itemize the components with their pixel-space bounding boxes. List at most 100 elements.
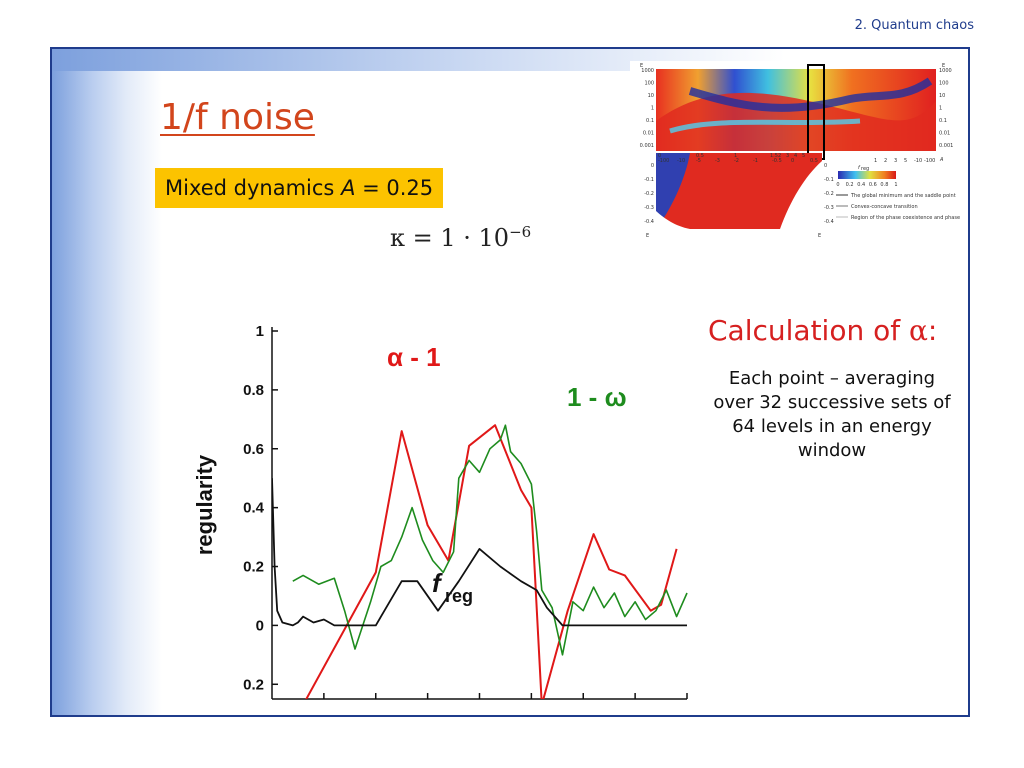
phase-y-tick: 0.001 [640,143,654,149]
phase-colorbar [838,171,896,179]
phase-colorbar-ticks: 0 0.2 0.4 0.6 0.8 1 [836,182,897,188]
phase-legend: The global minimum and the saddle point C… [836,193,960,221]
series-omega-line [292,424,688,656]
phase-y-tick-right: 0.01 [939,131,950,137]
y-tick-label: 0.6 [243,441,264,458]
phase-colorbar-label: f [858,165,861,171]
phase-x-tick-right: 3 [786,153,789,159]
phase-y-tick-right: 1 [939,106,942,112]
phase-a-tick: -100 [658,158,669,164]
phase-y-tick-right: 1000 [939,68,952,74]
phase-a-tick-right: -10 [914,158,922,164]
highlight-box: Mixed dynamics A = 0.25 [155,168,444,208]
kappa-main: κ = 1 · 10 [390,224,510,252]
phase-lower-tick-right: -0.4 [824,219,834,225]
phase-y-tick: 1 [651,106,654,112]
phase-lower-tick-right: -0.3 [824,205,834,211]
calculation-title-prefix: Calculation of [708,314,909,347]
phase-a-ticks-right: 1 2 3 5 -10 -100 [874,158,935,164]
phase-y-tick: 10 [648,93,654,99]
series-label-freg-sub: reg [445,586,473,606]
phase-y-ticks-right: 1000 100 10 1 0.1 0.01 0.001 [939,68,953,149]
phase-lower-axis-label-right: E [818,233,821,239]
series-label-alpha: α - 1 [387,342,441,372]
series-alpha-line [305,424,678,699]
phase-x-tick: 0.5 [696,153,704,159]
phase-legend-entry: Convex-concave transition [851,204,918,210]
y-axis-label: regularity [192,454,217,555]
phase-a-tick: -0.5 [772,158,782,164]
y-tick-label: 0.2 [243,676,264,693]
y-tick-label: 1 [256,323,264,340]
phase-x-tick-right: 5 [802,153,805,159]
series-label-omega: 1 - ω [567,382,627,412]
phase-lower-y-ticks: 0 0 -0.1 -0.1 -0.2 -0.2 -0.3 -0.3 -0.4 -0.4 [644,163,834,225]
regularity-chart: 10.80.60.40.200.20.10.20.30.40.50.60.70.… [192,323,688,700]
phase-y-tick: 1000 [641,68,654,74]
phase-colorbar-tick: 0.4 [857,182,865,188]
calculation-title-symbol: α [909,314,928,347]
kappa-formula: κ = 1 · 10−6 [390,223,531,252]
phase-a-tick: 0 [791,158,794,164]
y-tick-label: 0.2 [243,559,264,576]
calculation-title-suffix: : [927,314,938,347]
phase-x-tick-right: 2 [778,153,781,159]
phase-top-axis-label: E [640,63,643,69]
series-freg-line [272,478,687,627]
phase-x-ticks-right: 1.5 2 3 4 5 [770,153,805,159]
phase-colorbar-tick: 0.8 [880,182,888,188]
phase-lower-tick: -0.3 [644,205,654,211]
phase-y-tick-right: 0.001 [939,143,953,149]
phase-lower-tick-right: 0 [824,163,827,169]
section-label: 2. Quantum chaos [854,18,974,33]
phase-x-tick-right: 4 [794,153,797,159]
calculation-description: Each point – averaging over 32 successiv… [713,368,951,461]
phase-a-tick: -10 [677,158,685,164]
phase-a-ticks: -100 -10 -5 -3 -2 -1 -0.5 0 0.5 [658,158,818,164]
phase-top-axis-label-right: E [942,63,945,69]
phase-a-label: A [939,157,944,163]
series-label-freg: f [432,568,443,598]
phase-lower-tick: -0.2 [644,191,654,197]
phase-x-tick: 1 [734,153,737,159]
series-layer [272,424,688,699]
y-tick-label: 0.4 [243,500,265,517]
slide-title: 1/f noise [160,97,315,138]
phase-x-tick: 0 [658,153,661,159]
phase-y-tick: 0.01 [643,131,654,137]
phase-a-tick: -2 [734,158,739,164]
phase-a-tick: 0.5 [810,158,818,164]
phase-lower-tick: -0.4 [644,219,654,225]
phase-colorbar-tick: 0.6 [869,182,877,188]
phase-a-tick-right: 1 [874,158,877,164]
phase-x-ticks: 0 0.5 1 [658,153,737,159]
phase-colorbar-sub: reg [861,166,869,172]
highlight-prefix: Mixed dynamics [165,176,342,200]
phase-lower-tick-right: -0.1 [824,177,834,183]
phase-lower-tick-right: -0.2 [824,191,834,197]
phase-a-tick: -3 [715,158,720,164]
phase-a-tick-right: 3 [894,158,897,164]
phase-colorbar-tick: 0 [836,182,839,188]
highlight-variable: A [341,176,356,200]
phase-y-tick-right: 10 [939,93,945,99]
phase-colorbar-tick: 1 [894,182,897,188]
phase-y-tick-right: 0.1 [939,118,947,124]
phase-a-tick-right: 2 [884,158,887,164]
phase-y-tick-right: 100 [939,81,949,87]
calculation-title: Calculation of α: [708,314,937,347]
chart-ticks: 10.80.60.40.200.20.10.20.30.40.50.60.70.… [243,323,688,699]
phase-y-tick: 0.1 [646,118,654,124]
y-tick-label: 0.8 [243,382,264,399]
slide-frame: 1/f noise Mixed dynamics A = 0.25 κ = 1 … [50,47,970,717]
phase-legend-entry: Region of the phase coexistence and phas… [851,215,960,221]
highlight-suffix: = 0.25 [355,176,434,200]
phase-y-tick: 100 [644,81,654,87]
phase-a-tick: -5 [696,158,701,164]
phase-lower-tick: -0.1 [644,177,654,183]
phase-lower-axis-label: E [646,233,649,239]
phase-legend-entry: The global minimum and the saddle point [850,193,956,199]
y-tick-label: 0 [256,617,264,634]
phase-y-ticks: 1000 100 10 1 0.1 0.01 0.001 [640,68,654,149]
